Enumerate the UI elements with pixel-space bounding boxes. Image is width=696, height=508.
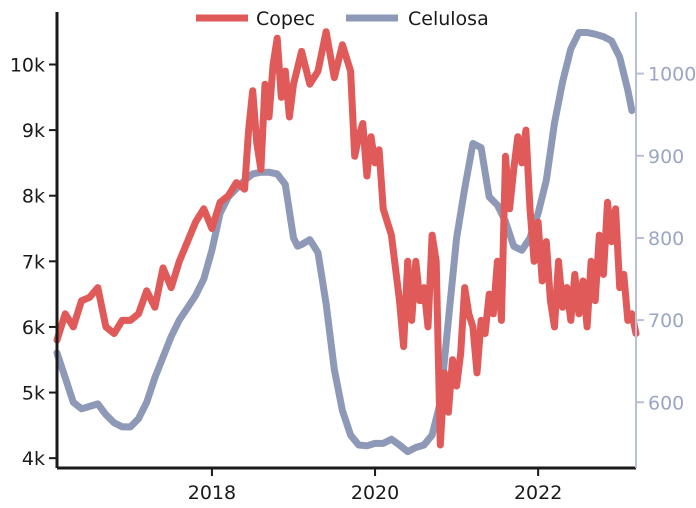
left-tick-label: 9k — [22, 120, 45, 142]
left-tick-label: 7k — [22, 251, 45, 273]
left-tick-label: 5k — [22, 383, 45, 405]
series-line-copec — [53, 28, 640, 449]
right-tick-label: 900 — [648, 146, 684, 168]
series-line-celulosa — [53, 29, 636, 456]
right-tick-label: 700 — [648, 310, 684, 332]
right-tick-label: 800 — [648, 228, 684, 250]
plot-area: 4k 5k 6k 7k 8k 9k 10k 600 700 800 900 1000 2018 2020 2… — [10, 12, 696, 504]
left-tick-label: 10k — [10, 54, 45, 76]
legend-label-celulosa: Celulosa — [408, 8, 489, 30]
left-tick-label: 4k — [22, 448, 45, 470]
left-tick-label: 6k — [22, 317, 45, 339]
right-tick-label: 600 — [648, 392, 684, 414]
left-tick-label: 8k — [22, 186, 45, 208]
legend: Copec Celulosa — [196, 8, 489, 30]
legend-label-copec: Copec — [256, 8, 315, 30]
x-tick-label: 2022 — [514, 482, 562, 504]
x-tick-label: 2018 — [188, 482, 236, 504]
x-tick-label: 2020 — [351, 482, 399, 504]
right-tick-label: 1000 — [648, 64, 696, 86]
